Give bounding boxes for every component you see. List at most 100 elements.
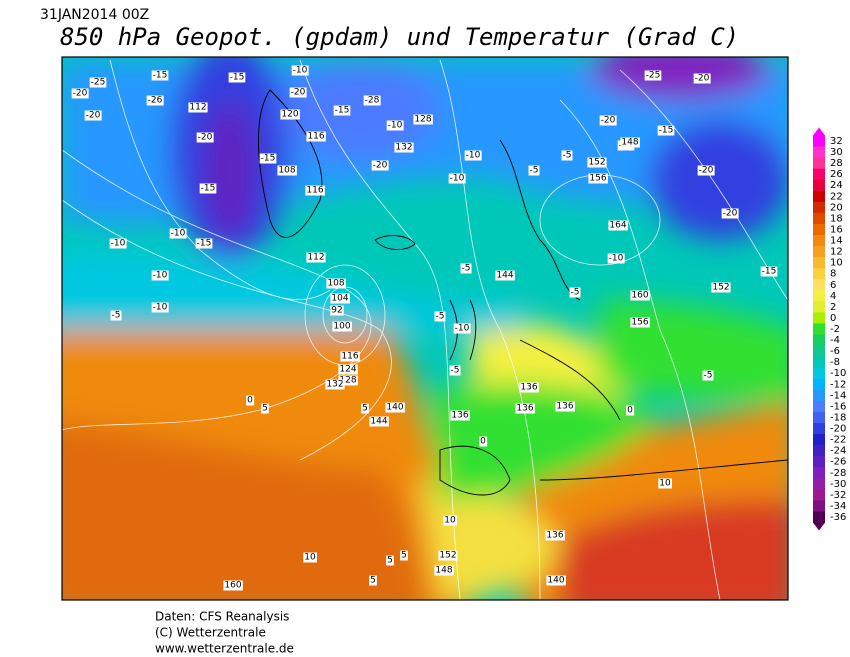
colorbar-swatch bbox=[813, 478, 825, 490]
contour-label-box bbox=[453, 323, 471, 334]
contour-label: -15 bbox=[153, 71, 168, 81]
contour-label: 136 bbox=[520, 383, 537, 393]
contour-label: 5 bbox=[362, 404, 368, 414]
colorbar-label: 12 bbox=[830, 247, 843, 258]
contour-label-box bbox=[195, 238, 213, 249]
contour-label: 10 bbox=[444, 516, 456, 526]
colorbar-label: 28 bbox=[830, 158, 843, 169]
contour-label-box bbox=[546, 575, 566, 586]
colorbar-label: -14 bbox=[830, 390, 846, 401]
contour-label: 124 bbox=[339, 365, 356, 375]
colorbar-label: -4 bbox=[830, 335, 840, 346]
contour-label-box bbox=[630, 290, 650, 301]
colorbar-swatch bbox=[813, 456, 825, 468]
contour-label-box bbox=[326, 278, 346, 289]
contour-label-box bbox=[151, 302, 169, 313]
contour-label: -20 bbox=[723, 209, 738, 219]
contour-label-box bbox=[448, 173, 466, 184]
contour-label: -20 bbox=[291, 88, 306, 98]
contour-label: -10 bbox=[111, 239, 126, 249]
contour-label-box bbox=[386, 555, 394, 566]
contour-label: -10 bbox=[153, 271, 168, 281]
contour-label-box bbox=[607, 253, 625, 264]
contour-label: 112 bbox=[189, 103, 206, 113]
colorbar-swatch bbox=[813, 378, 825, 391]
footer-url: www.wetterzentrale.de bbox=[155, 642, 294, 656]
contour-label-box bbox=[588, 173, 608, 184]
contour-label: 148 bbox=[435, 566, 452, 576]
contour-label-box bbox=[620, 137, 640, 148]
colorbar-label: 8 bbox=[830, 269, 836, 280]
colorbar-label: 0 bbox=[830, 313, 836, 324]
colorbar-swatch bbox=[813, 500, 825, 512]
contour-label-box bbox=[385, 402, 405, 413]
contour-label-box bbox=[330, 293, 350, 304]
contour-label-box bbox=[495, 270, 515, 281]
colorbar-swatch bbox=[813, 190, 825, 203]
contour-label: -5 bbox=[530, 166, 539, 176]
contour-label: -15 bbox=[261, 154, 276, 164]
colorbar-swatch bbox=[813, 345, 825, 358]
contour-label: 140 bbox=[386, 403, 403, 413]
colorbar-label: 6 bbox=[830, 280, 836, 291]
contour-label: -20 bbox=[73, 89, 88, 99]
contour-label-box bbox=[599, 115, 617, 126]
colorbar-label: 14 bbox=[830, 236, 843, 247]
colorbar-swatch bbox=[813, 389, 825, 402]
colorbar-swatch bbox=[813, 301, 825, 313]
colorbar-swatch bbox=[813, 146, 825, 159]
contour-label-box bbox=[340, 351, 360, 362]
colorbar-swatch bbox=[813, 235, 825, 247]
contour-label: -10 bbox=[388, 121, 403, 131]
contour-label: 128 bbox=[339, 376, 356, 386]
contour-label-box bbox=[246, 395, 255, 406]
contour-label-box bbox=[608, 220, 628, 231]
colorbar-swatch bbox=[813, 257, 825, 269]
colorbar-label: -24 bbox=[830, 446, 846, 457]
contour-label: -20 bbox=[695, 74, 710, 84]
contour-label-box bbox=[450, 410, 470, 421]
colorbar-swatch bbox=[813, 434, 825, 446]
contour-label-box bbox=[109, 238, 127, 249]
colorbar-swatch bbox=[813, 168, 825, 181]
contour-label-box bbox=[630, 317, 650, 328]
contour-label-box bbox=[555, 401, 575, 412]
colorbar-label: -18 bbox=[830, 412, 846, 423]
contour-label: 5 bbox=[262, 404, 268, 414]
contour-label: 0 bbox=[627, 406, 633, 416]
contour-label: -5 bbox=[436, 312, 445, 322]
contour-label-box bbox=[369, 416, 389, 427]
contour-label: -10 bbox=[466, 151, 481, 161]
colorbar-swatch bbox=[813, 246, 825, 258]
contour-label-box bbox=[528, 165, 540, 176]
contour-label-box bbox=[305, 185, 325, 196]
contour-label-box bbox=[306, 252, 326, 263]
contour-label: 152 bbox=[439, 551, 456, 561]
colorbar-label: -30 bbox=[830, 479, 846, 490]
colorbar-label: 26 bbox=[830, 169, 843, 180]
contour-label-box bbox=[291, 65, 309, 76]
colorbar-swatch bbox=[813, 223, 825, 236]
colorbar-swatch bbox=[813, 312, 825, 324]
contour-label-box bbox=[303, 552, 317, 563]
contour-label-box bbox=[569, 287, 581, 298]
colorbar-label: 22 bbox=[830, 191, 843, 202]
contour-label: 108 bbox=[327, 279, 344, 289]
contour-label: 0 bbox=[480, 437, 486, 447]
contour-label: 116 bbox=[341, 352, 358, 362]
colorbar-swatch bbox=[813, 279, 825, 291]
colorbar-swatch bbox=[813, 323, 825, 336]
contour-label-box bbox=[71, 88, 89, 99]
contour-label-box bbox=[280, 109, 300, 120]
contour-label: -5 bbox=[571, 288, 580, 298]
contour-label: 160 bbox=[631, 291, 648, 301]
contour-label: -5 bbox=[112, 311, 121, 321]
contour-label: -20 bbox=[198, 133, 213, 143]
contour-label-box bbox=[188, 102, 208, 113]
contour-label: 140 bbox=[547, 576, 564, 586]
colorbar-label: -12 bbox=[830, 379, 846, 390]
contour-label: -20 bbox=[86, 111, 101, 121]
colorbar-swatch bbox=[813, 467, 825, 479]
